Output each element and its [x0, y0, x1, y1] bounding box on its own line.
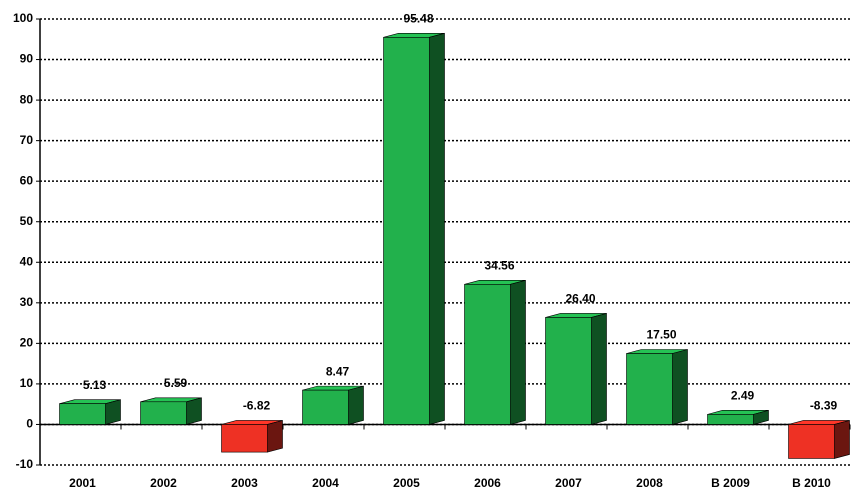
y-tick-label: 20 — [20, 336, 34, 350]
bar — [545, 317, 592, 425]
value-label: 95.48 — [403, 11, 433, 25]
bar-side — [429, 32, 445, 425]
x-tick-label: 2006 — [474, 476, 501, 490]
bar-side — [186, 397, 202, 425]
y-tick-label: 70 — [20, 133, 34, 147]
bar — [464, 284, 511, 425]
x-tick-label: 2002 — [150, 476, 177, 490]
bar-side — [267, 420, 283, 453]
y-tick-label: -10 — [16, 457, 34, 471]
bar-side — [105, 399, 121, 425]
y-tick-label: 100 — [13, 11, 33, 25]
y-tick-label: 40 — [20, 254, 34, 268]
x-tick-label: B 2010 — [792, 476, 831, 490]
value-label: 8.47 — [326, 364, 350, 378]
x-tick-label: 2005 — [393, 476, 420, 490]
bar-side — [834, 420, 850, 459]
x-tick-label: 2008 — [636, 476, 663, 490]
value-label: 26.40 — [565, 292, 595, 306]
x-tick-label: 2003 — [231, 476, 258, 490]
x-tick-label: 2007 — [555, 476, 582, 490]
y-tick-label: 80 — [20, 92, 34, 106]
bar-side — [672, 349, 688, 425]
y-tick-label: 60 — [20, 173, 34, 187]
y-tick-label: 30 — [20, 295, 34, 309]
bar — [59, 403, 106, 425]
value-label: 5.13 — [83, 378, 107, 392]
bar — [383, 37, 430, 425]
bar — [707, 414, 754, 425]
y-tick-label: 10 — [20, 376, 34, 390]
value-label: 2.49 — [731, 389, 755, 403]
x-tick-label: 2001 — [69, 476, 96, 490]
x-tick-label: B 2009 — [711, 476, 750, 490]
y-tick-label: 0 — [26, 417, 33, 431]
bar — [221, 424, 268, 453]
bar — [788, 424, 835, 459]
value-label: 17.50 — [646, 328, 676, 342]
value-label: 34.56 — [484, 259, 514, 273]
y-tick-label: 50 — [20, 214, 34, 228]
value-label: 5.59 — [164, 376, 188, 390]
bar — [140, 401, 187, 425]
bar-side — [591, 313, 607, 425]
value-label: -8.39 — [810, 399, 838, 413]
bar — [302, 389, 349, 425]
x-tick-label: 2004 — [312, 476, 339, 490]
bar-side — [510, 279, 526, 425]
bar — [626, 353, 673, 425]
value-label: -6.82 — [243, 399, 271, 413]
bar-side — [348, 385, 364, 425]
y-tick-label: 90 — [20, 52, 34, 66]
